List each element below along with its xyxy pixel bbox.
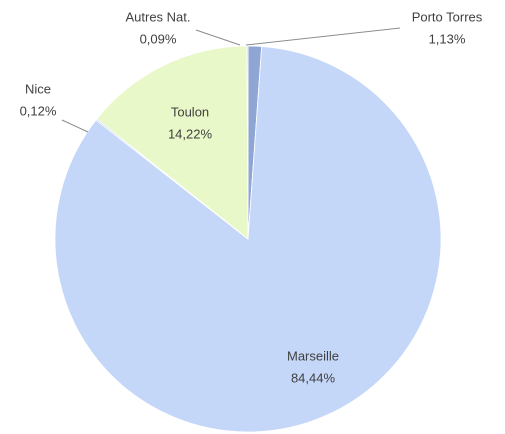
slice-label: Nice: [25, 81, 51, 96]
slice-label: Porto Torres: [412, 9, 483, 24]
pie: [54, 45, 442, 433]
slice-value: 84,44%: [291, 370, 336, 385]
leader-line: [245, 27, 401, 46]
pie-slice: [96, 45, 249, 240]
leader-line: [195, 29, 241, 46]
labels: Porto Torres 1,13% Marseille 84,44% Nice 0,12…: [20, 9, 483, 385]
slice-label: Autres Nat.: [125, 9, 190, 24]
slice-value: 1,13%: [429, 31, 466, 46]
slice-value: 14,22%: [168, 126, 213, 141]
slice-value: 0,09%: [140, 31, 177, 46]
slice-label: Marseille: [287, 348, 339, 363]
slice-label: Toulon: [171, 104, 209, 119]
slice-value: 0,12%: [20, 103, 57, 118]
leader-line: [61, 119, 89, 133]
pie-slice: [246, 45, 249, 240]
